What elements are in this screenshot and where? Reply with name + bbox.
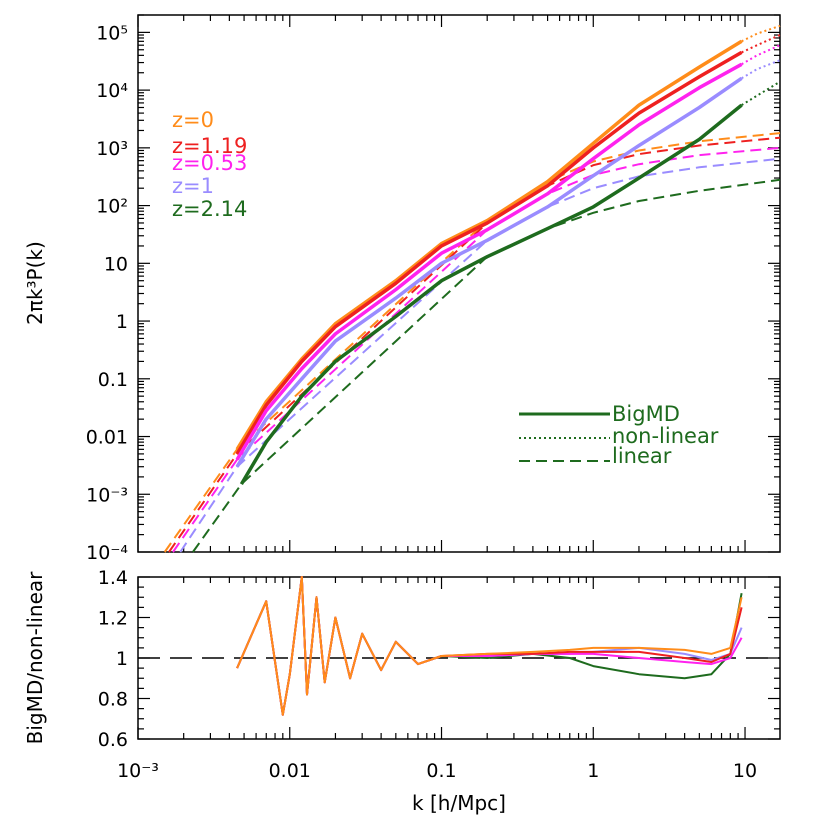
upper-plot-frame (137, 14, 781, 553)
ratio-series-z214 (236, 576, 743, 716)
series-z0-bigmd (235, 39, 743, 451)
series-z214-bigmd (239, 103, 743, 485)
x-axis-label: k [h/Mpc] (412, 791, 506, 815)
legend-nonlinear-label: non-linear (612, 424, 719, 448)
series-z119-nonlinear (741, 34, 781, 54)
lower-y-tick-label: 1.4 (98, 567, 128, 589)
upper-y-tick-label: 0.1 (98, 369, 128, 391)
upper-y-tick-label: 10 (104, 253, 128, 275)
series-z1-nonlinear (741, 59, 781, 80)
series-z0-nonlinear (741, 24, 781, 43)
upper-y-tick-label: 1 (116, 311, 128, 333)
upper-y-tick-label: 10³ (96, 138, 128, 160)
lower-series-lines (236, 576, 743, 716)
lower-y-tick-label: 1.2 (98, 608, 128, 630)
redshift-legend-z119: z=1.19 (172, 134, 247, 158)
series-z053-linear (172, 146, 781, 553)
lower-y-tick-label: 0.6 (98, 729, 128, 751)
redshift-legend-z0: z=0 (172, 108, 214, 132)
upper-y-tick-label: 10⁵ (96, 22, 128, 44)
upper-y-tick-label: 0.01 (86, 427, 128, 449)
ratio-series-z1 (236, 576, 743, 716)
lower-axis-ticks: 10⁻³ 0.01 0.1 1 10 0.6 0.8 1 1.2 1.4 (98, 567, 780, 782)
series-z214-nonlinear (741, 80, 781, 106)
ratio-series-z0 (236, 576, 743, 716)
redshift-legend: z=0 z=1.19 z=0.53 z=1 z=2.14 (172, 108, 247, 221)
x-tick-label: 10⁻³ (117, 760, 159, 782)
line-style-legend: BigMD non-linear linear (519, 402, 719, 468)
legend-linear-label: linear (612, 444, 672, 468)
lower-y-axis-label: BigMD/non-linear (23, 571, 47, 745)
lower-y-tick-label: 1 (116, 648, 128, 670)
series-z119-bigmd (235, 50, 743, 455)
redshift-legend-z1: z=1 (172, 174, 214, 198)
series-z1-linear (179, 157, 781, 553)
ratio-series-z119 (236, 576, 743, 716)
lower-panel: 10⁻³ 0.01 0.1 1 10 0.6 0.8 1 1.2 1.4 BigMD/non-li… (23, 567, 781, 815)
ratio-series-z053 (236, 576, 743, 716)
series-z214-linear (192, 178, 781, 553)
upper-y-axis-label: 2πk³P(k) (23, 241, 47, 325)
upper-y-tick-label: 10⁻⁴ (86, 542, 128, 564)
x-tick-label: 0.1 (426, 760, 456, 782)
upper-series-lines (163, 24, 781, 553)
series-z053-bigmd (235, 62, 743, 461)
series-z053-nonlinear (741, 44, 781, 66)
x-tick-label: 0.01 (269, 760, 311, 782)
legend-bigmd-label: BigMD (612, 402, 680, 426)
upper-y-tick-label: 10⁴ (96, 80, 128, 102)
x-tick-label: 10 (733, 760, 757, 782)
lower-y-tick-label: 0.8 (98, 689, 128, 711)
series-z0-linear (163, 132, 781, 553)
upper-y-tick-label: 10⁻³ (86, 484, 128, 506)
upper-axis-ticks: 10⁻⁴ 10⁻³ 0.01 0.1 1 10 10² 10³ 10⁴ 10⁵ (86, 14, 780, 564)
x-tick-label: 1 (587, 760, 599, 782)
upper-y-tick-label: 10² (96, 196, 128, 218)
redshift-legend-z214: z=2.14 (172, 197, 247, 221)
redshift-legend-z053: z=0.53 (172, 151, 247, 175)
series-z1-bigmd (235, 76, 743, 468)
series-z119-linear (168, 136, 781, 553)
